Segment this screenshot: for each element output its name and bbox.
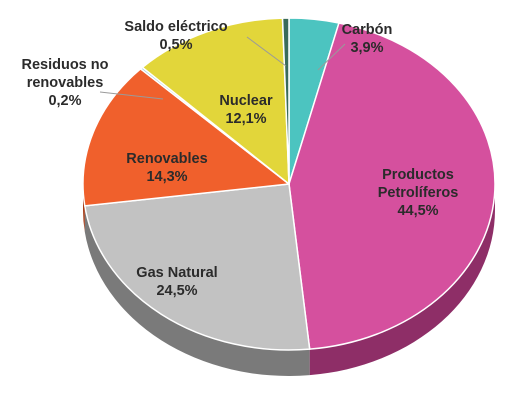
slice-label-productos-petroliferos: Petrolíferos bbox=[378, 185, 459, 201]
value-label-gas-natural: 24,5% bbox=[156, 283, 197, 299]
value-label-carbon: 3,9% bbox=[350, 40, 383, 56]
slice-labels: Carbón 3,9% Productos Petrolíferos 44,5% Gas … bbox=[21, 19, 458, 299]
slice-label-gas-natural: Gas Natural bbox=[136, 265, 217, 281]
pie-side-gas-natural bbox=[84, 205, 310, 376]
slice-label-renovables: Renovables bbox=[126, 151, 207, 167]
leader-lines bbox=[99, 36, 346, 100]
leader-line-saldo-electrico bbox=[246, 36, 287, 67]
pie-top-layer bbox=[82, 17, 496, 351]
slice-label-saldo-electrico: Saldo eléctrico bbox=[124, 19, 227, 35]
value-label-residuos-no-renovables: 0,2% bbox=[48, 93, 81, 109]
pie-slice-productos-petroliferos bbox=[288, 22, 496, 350]
slice-label-residuos-no-renovables: renovables bbox=[27, 75, 104, 91]
value-label-productos-petroliferos: 44,5% bbox=[397, 203, 438, 219]
pie-slice-nuclear bbox=[141, 17, 290, 185]
slice-label-carbon: Carbón bbox=[342, 22, 393, 38]
pie-slice-saldo-electrico bbox=[281, 17, 290, 185]
slice-label-productos-petroliferos: Productos bbox=[382, 167, 454, 183]
pie-slice-gas-natural bbox=[84, 183, 311, 351]
slice-label-residuos-no-renovables: Residuos no bbox=[21, 57, 108, 73]
value-label-renovables: 14,3% bbox=[146, 169, 187, 185]
value-label-saldo-electrico: 0,5% bbox=[159, 37, 192, 53]
value-label-nuclear: 12,1% bbox=[225, 111, 266, 127]
slice-label-nuclear: Nuclear bbox=[219, 93, 273, 109]
leader-line-carbon bbox=[317, 43, 346, 71]
leader-line-residuos-no-renovables bbox=[99, 91, 164, 100]
pie-slice-renovables bbox=[82, 68, 290, 207]
